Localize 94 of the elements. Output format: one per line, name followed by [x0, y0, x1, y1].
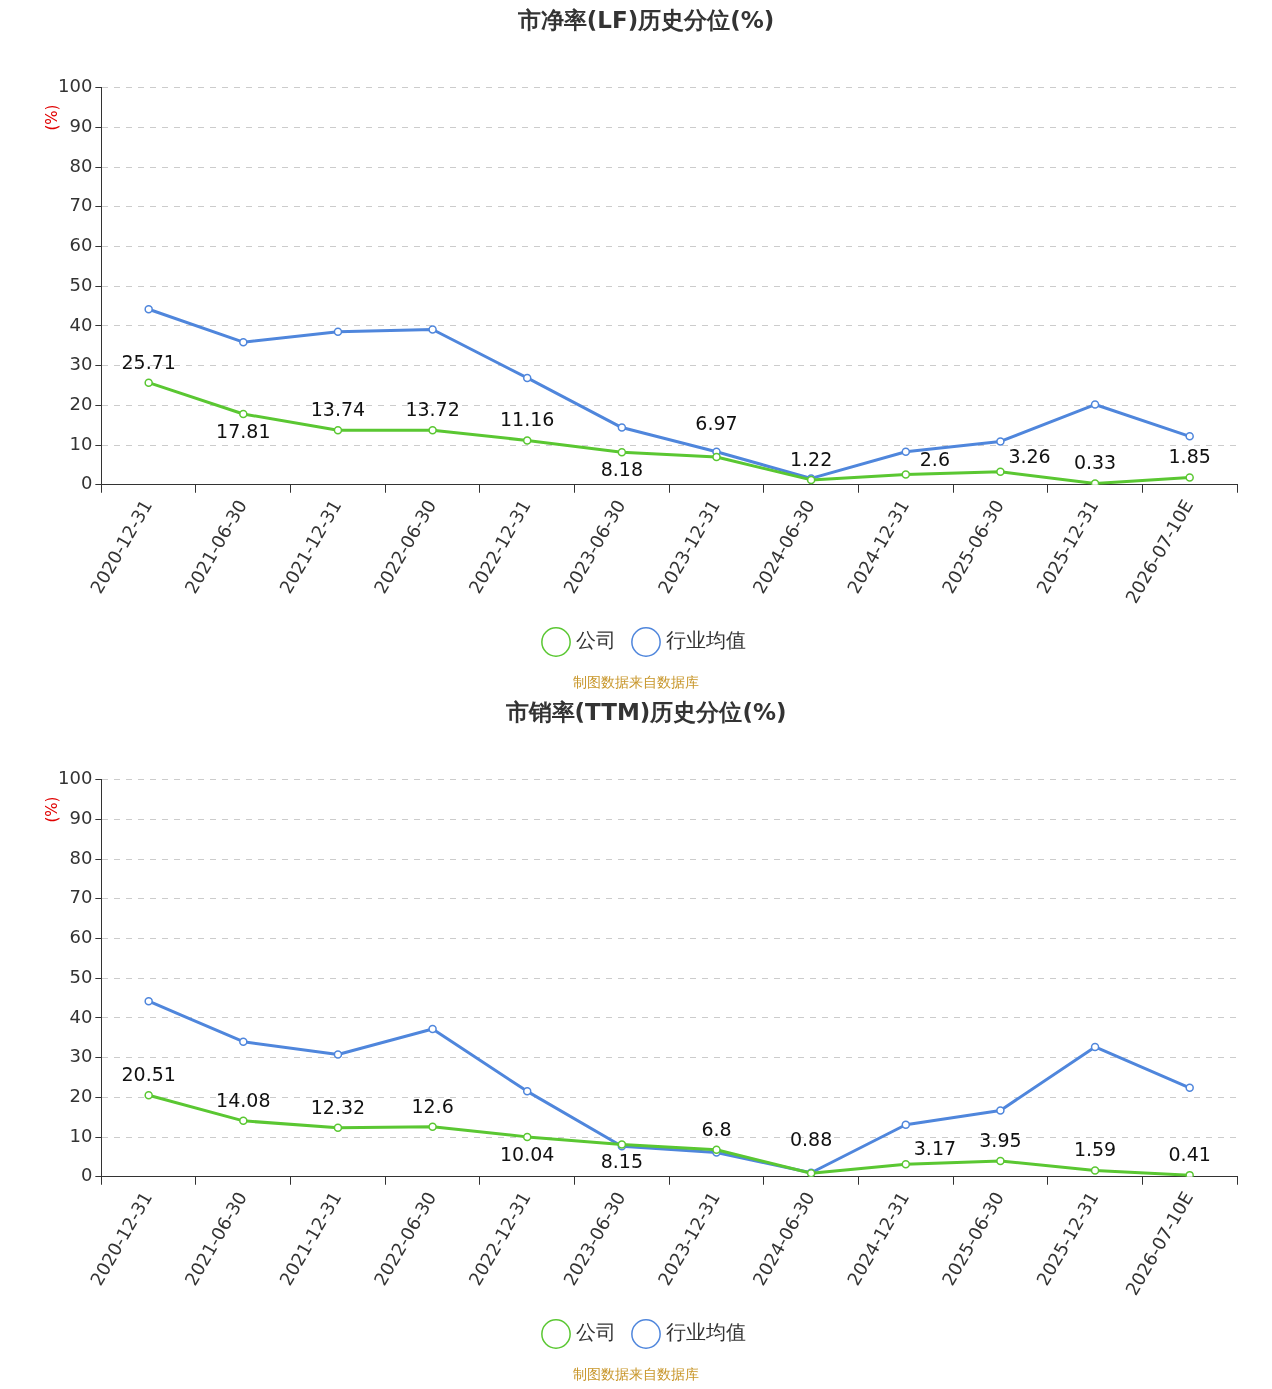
y-tick-label: 70: [69, 194, 93, 216]
point: [239, 409, 248, 419]
point: [901, 1159, 911, 1169]
y-tick-label: 30: [69, 353, 93, 375]
data-label: 3.26: [1008, 444, 1051, 467]
point: [522, 436, 532, 445]
y-tick-label: 100: [58, 75, 93, 97]
y-tick-label: 80: [69, 154, 93, 176]
data-label: 1.22: [789, 447, 833, 470]
y-tick-label: 80: [69, 846, 93, 868]
data-label: 12.32: [310, 1095, 366, 1118]
data-label: 13.72: [405, 398, 460, 421]
point: [1090, 1042, 1100, 1052]
point: [901, 1120, 911, 1129]
y-tick-label: 90: [69, 114, 93, 136]
point: [144, 1091, 153, 1100]
point: [333, 425, 343, 435]
y-tick-label: 0: [80, 472, 93, 494]
data-label: 25.71: [121, 350, 176, 373]
point: [239, 1116, 248, 1126]
point: [144, 304, 153, 314]
data-label: 17.81: [216, 419, 271, 442]
data-label: 0.41: [1168, 1143, 1211, 1166]
data-label: 8.15: [600, 1150, 644, 1173]
data-label: 1.85: [1168, 445, 1211, 468]
point: [996, 437, 1005, 446]
data-label: 14.08: [216, 1088, 271, 1111]
data-label: 11.16: [500, 408, 555, 431]
legend-label: 公司: [576, 1320, 616, 1345]
point: [333, 1050, 343, 1059]
point: [428, 1024, 437, 1034]
point: [996, 1156, 1005, 1166]
data-label: 2.6: [919, 448, 950, 471]
y-tick-label: 10: [69, 432, 93, 454]
point: [1185, 1083, 1194, 1093]
y-tick-label: 20: [69, 1085, 93, 1106]
data-label: 20.51: [121, 1063, 176, 1086]
point: [522, 1132, 532, 1142]
data-label: 6.8: [701, 1117, 732, 1140]
point: [901, 470, 911, 479]
y-axis-title: (%): [42, 104, 61, 131]
point: [428, 426, 437, 435]
point: [522, 1087, 532, 1096]
point: [712, 452, 721, 462]
point: [901, 447, 911, 457]
data-label: 12.6: [411, 1094, 454, 1117]
point: [1185, 432, 1194, 441]
y-tick-label: 50: [69, 273, 93, 295]
y-axis-title: (%): [42, 796, 61, 823]
y-tick-label: 60: [69, 234, 93, 256]
legend-label: 行业均值: [666, 1320, 746, 1345]
data-label: 6.97: [695, 412, 738, 435]
point: [333, 327, 343, 337]
data-label: 10.04: [500, 1142, 555, 1165]
data-label: 13.74: [310, 398, 366, 421]
y-tick-label: 20: [69, 393, 93, 414]
point: [996, 1106, 1005, 1115]
text: 制图数据来自数据库: [572, 673, 700, 692]
point: [144, 378, 153, 387]
y-tick-label: 10: [69, 1124, 93, 1146]
legend-label: 行业均值: [666, 628, 746, 653]
data-label: 3.95: [979, 1129, 1022, 1152]
point: [333, 1123, 343, 1133]
point: [239, 1037, 248, 1046]
point: [1090, 400, 1100, 409]
data-label: 0.33: [1073, 451, 1117, 474]
point: [617, 423, 627, 432]
point: [144, 996, 153, 1006]
y-tick-label: 70: [69, 886, 93, 908]
chart-title: 市销率(TTM)历史分位(%): [504, 698, 787, 725]
point: [239, 337, 248, 347]
y-tick-label: 40: [69, 313, 93, 335]
point: [428, 1122, 437, 1131]
point: [617, 448, 627, 457]
point: [522, 373, 532, 383]
legend-label: 公司: [576, 628, 616, 653]
data-label: 3.17: [913, 1137, 957, 1160]
data-label: 8.18: [600, 458, 644, 481]
data-label: 1.59: [1073, 1138, 1117, 1161]
text: 制图数据来自数据库: [572, 1365, 700, 1384]
chart-title: 市净率(LF)历史分位(%): [516, 6, 775, 33]
point: [428, 325, 437, 334]
y-tick-label: 50: [69, 965, 93, 987]
point: [1185, 473, 1194, 482]
point: [1090, 1166, 1100, 1175]
y-tick-label: 100: [58, 767, 93, 789]
y-tick-label: 90: [69, 806, 93, 828]
data-label: 0.88: [789, 1128, 833, 1151]
y-tick-label: 40: [69, 1005, 93, 1027]
y-tick-label: 0: [80, 1164, 93, 1186]
y-tick-label: 30: [69, 1045, 93, 1067]
point: [1185, 1170, 1194, 1177]
y-tick-label: 60: [69, 926, 93, 948]
point: [996, 467, 1005, 477]
